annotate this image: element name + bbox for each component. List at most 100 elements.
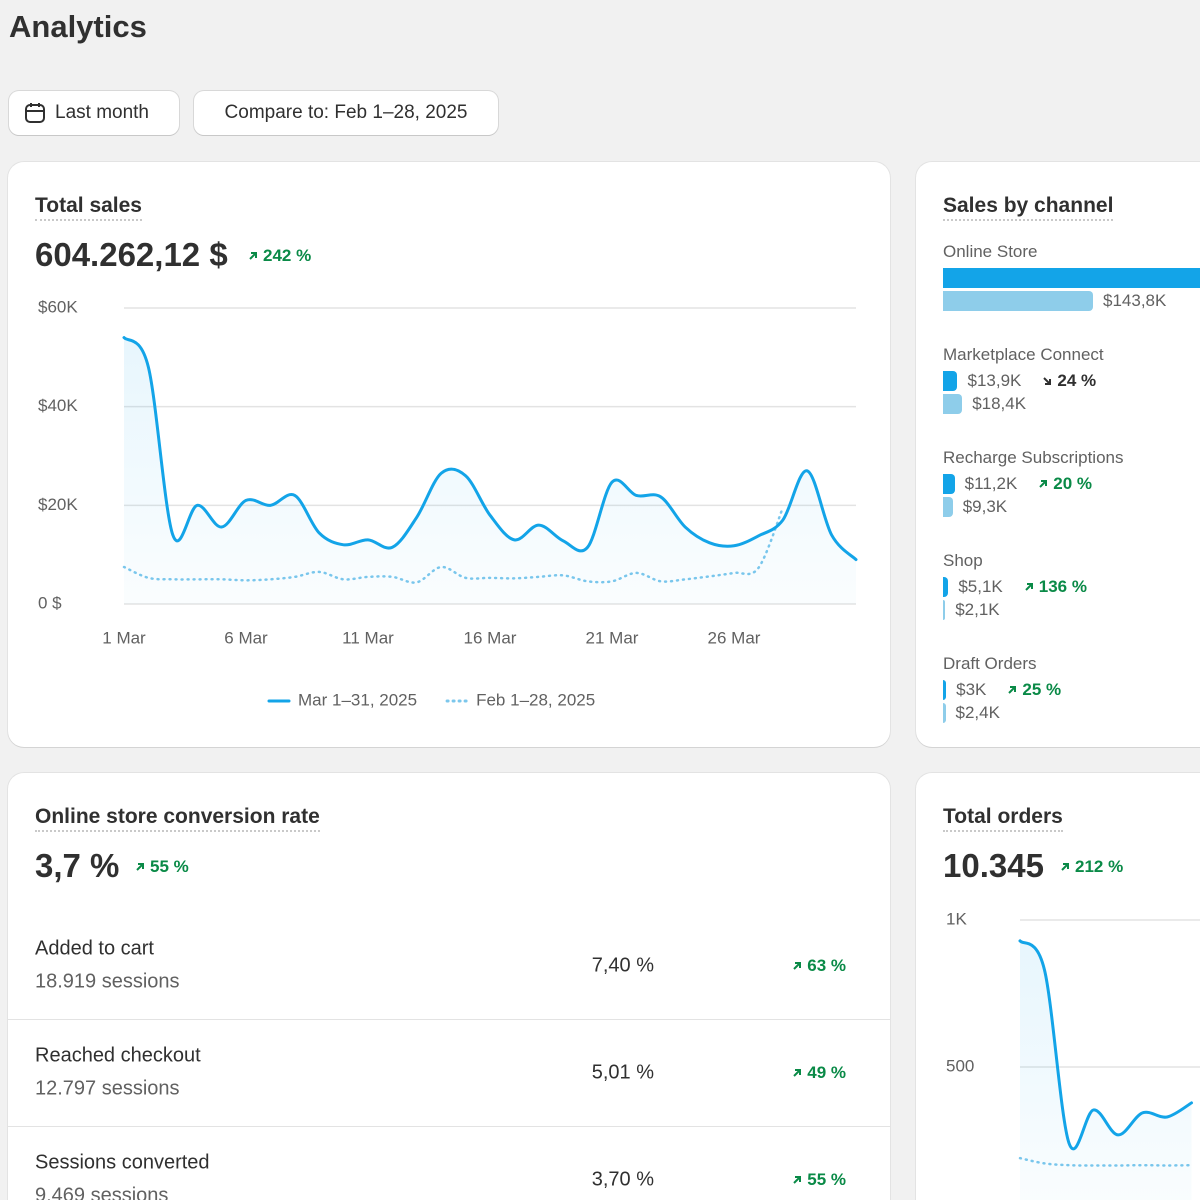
funnel-step-label: Added to cart bbox=[35, 937, 154, 960]
orders-value: 10.345 bbox=[943, 847, 1044, 884]
change-label: 20 % bbox=[1053, 474, 1093, 493]
row-divider bbox=[8, 1126, 890, 1127]
calendar-icon bbox=[25, 103, 45, 123]
change-label: 63 % bbox=[807, 956, 846, 975]
channel-row: $143,8K bbox=[943, 291, 1166, 311]
card-title: Online store conversion rate bbox=[35, 805, 320, 832]
channel-bar bbox=[943, 703, 946, 723]
funnel-step-label: Reached checkout bbox=[35, 1044, 201, 1067]
date-range-button[interactable]: Last month bbox=[9, 91, 179, 135]
change-badge: 55 % bbox=[791, 1170, 846, 1190]
channel-bar bbox=[943, 600, 946, 620]
channel-value: $2,1K bbox=[955, 600, 1000, 619]
arrow-path bbox=[1039, 480, 1048, 488]
arrow-up-icon bbox=[1039, 480, 1048, 488]
channel-row: $11,2K 20 % bbox=[943, 474, 1092, 494]
arrow-path bbox=[793, 1069, 802, 1077]
channel-row bbox=[943, 268, 1200, 288]
channel-row: $9,3K bbox=[943, 497, 1007, 517]
change-label: 55 % bbox=[150, 857, 189, 876]
change-badge: 212 % bbox=[1059, 857, 1123, 877]
arrow-up-icon bbox=[793, 1069, 802, 1077]
arrow-path bbox=[1061, 863, 1069, 871]
conversion-card bbox=[8, 773, 890, 1200]
channel-value: $3K bbox=[956, 680, 987, 699]
channel-value: $9,3K bbox=[962, 497, 1008, 516]
channel-bar bbox=[943, 394, 963, 414]
channel-row: $18,4K bbox=[943, 394, 1026, 414]
arrow-down-icon bbox=[1043, 377, 1052, 385]
change-label: 136 % bbox=[1038, 577, 1087, 596]
channel-row: $5,1K 136 % bbox=[943, 577, 1087, 597]
change-label: 49 % bbox=[807, 1063, 846, 1082]
channel-row: $13,9K 24 % bbox=[943, 371, 1096, 391]
orders-title-wrap: Total orders bbox=[943, 805, 1063, 832]
change-label: 55 % bbox=[807, 1170, 846, 1189]
channel-value: $2,4K bbox=[955, 703, 1000, 722]
channel-bar bbox=[943, 577, 949, 597]
change-badge: 136 % bbox=[1023, 577, 1087, 597]
arrow-up-icon bbox=[136, 863, 144, 871]
card-title: Sales by channel bbox=[943, 194, 1114, 221]
channel-value: $13,9K bbox=[967, 371, 1022, 390]
compare-button[interactable]: Compare to: Feb 1–28, 2025 bbox=[194, 91, 498, 135]
funnel-step-sessions: 12.797 sessions bbox=[35, 1077, 180, 1100]
arrow-path bbox=[249, 252, 257, 260]
change-badge: 49 % bbox=[791, 1063, 846, 1083]
funnel-step-sessions: 18.919 sessions bbox=[35, 970, 180, 993]
channel-bar bbox=[943, 291, 1093, 311]
channel-row: $2,1K bbox=[943, 600, 1000, 620]
row-divider bbox=[8, 1019, 890, 1020]
arrow-up-icon bbox=[249, 252, 257, 260]
channel-name: Draft Orders bbox=[943, 654, 1037, 673]
channel-bar bbox=[943, 268, 1200, 288]
sales-by-channel-card bbox=[916, 162, 1200, 747]
channel-value: $143,8K bbox=[1103, 291, 1167, 310]
arrow-path bbox=[1025, 583, 1033, 591]
funnel-step-sessions: 9.469 sessions bbox=[35, 1184, 169, 1200]
total-sales-value: 604.262,12 $ bbox=[35, 236, 228, 273]
change-badge: 25 % bbox=[1006, 680, 1061, 700]
channel-bar bbox=[943, 497, 953, 517]
card-title: Total orders bbox=[943, 805, 1063, 832]
funnel-step-rate: 7,40 % bbox=[591, 954, 654, 977]
conversion-value: 3,7 % bbox=[35, 847, 120, 884]
arrow-path bbox=[793, 962, 802, 970]
change-badge: 242 % bbox=[247, 246, 311, 266]
arrow-path bbox=[793, 1176, 802, 1184]
arrow-up-icon bbox=[1061, 863, 1069, 871]
channel-value: $5,1K bbox=[958, 577, 1003, 596]
channel-bar bbox=[943, 474, 955, 494]
change-label: 24 % bbox=[1057, 371, 1097, 390]
channel-name: Marketplace Connect bbox=[943, 345, 1104, 364]
channel-name: Shop bbox=[943, 551, 983, 570]
funnel-step-rate: 5,01 % bbox=[591, 1061, 654, 1084]
channel-row: $2,4K bbox=[943, 703, 1000, 723]
change-badge: 20 % bbox=[1037, 474, 1092, 494]
change-badge: 63 % bbox=[791, 956, 846, 976]
card-title: Total sales bbox=[35, 194, 142, 221]
funnel-step-label: Sessions converted bbox=[35, 1151, 210, 1174]
conversion-title-wrap: Online store conversion rate bbox=[35, 805, 320, 832]
channel-value: $18,4K bbox=[972, 394, 1027, 413]
channel-bar bbox=[943, 680, 947, 700]
funnel-step-rate: 3,70 % bbox=[591, 1168, 654, 1191]
arrow-up-icon bbox=[1008, 686, 1017, 694]
arrow-path bbox=[136, 863, 144, 871]
arrow-up-icon bbox=[793, 962, 802, 970]
channel-title-wrap: Sales by channel bbox=[943, 194, 1114, 221]
change-label: 242 % bbox=[263, 246, 312, 265]
total-orders-card bbox=[916, 773, 1200, 1200]
page-title: Analytics bbox=[9, 9, 147, 44]
change-label: 212 % bbox=[1075, 857, 1124, 876]
date-range-label: Last month bbox=[55, 102, 149, 123]
compare-label: Compare to: Feb 1–28, 2025 bbox=[224, 102, 468, 123]
arrow-path bbox=[1008, 686, 1017, 694]
channel-row: $3K 25 % bbox=[943, 680, 1061, 700]
total-sales-title-wrap: Total sales bbox=[35, 194, 142, 221]
change-badge: 24 % bbox=[1041, 371, 1096, 391]
arrow-path bbox=[1043, 377, 1052, 385]
channel-name: Online Store bbox=[943, 242, 1038, 261]
change-label: 25 % bbox=[1022, 680, 1062, 699]
